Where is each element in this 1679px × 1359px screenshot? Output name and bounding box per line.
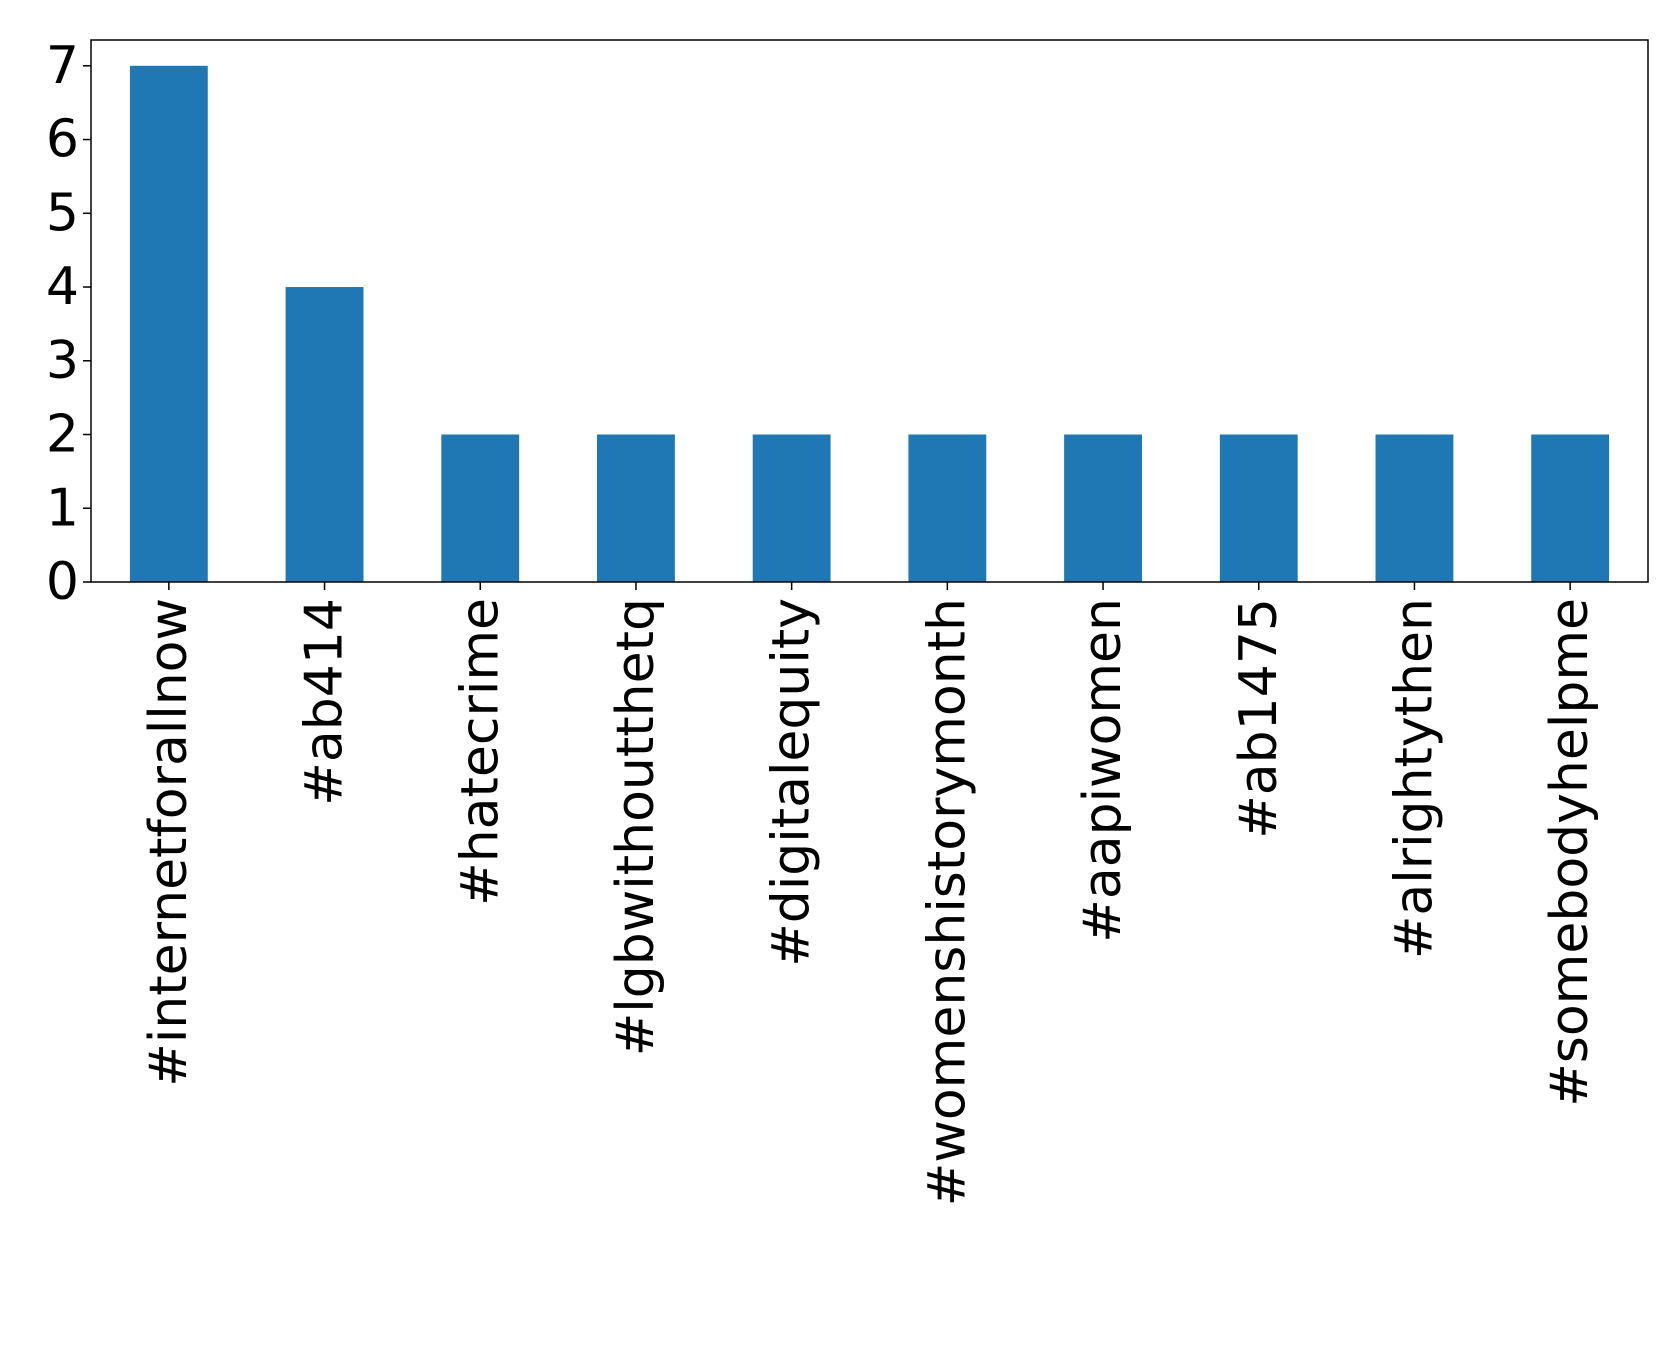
y-tick-label: 1 [46,478,79,538]
x-tick-label: #ab1475 [1229,598,1289,839]
x-tick-label: #somebodyhelpme [1540,598,1600,1107]
bar [1531,434,1610,582]
bar [1375,434,1454,582]
y-tick-label: 0 [46,552,79,612]
x-tick-label: #aapiwomen [1073,598,1133,943]
y-tick-label: 6 [46,110,79,170]
x-tick-label: #internetforallnow [139,598,199,1087]
y-tick-label: 4 [46,257,79,317]
bar [908,434,987,582]
bar [1219,434,1298,582]
plot-frame [90,39,1649,583]
x-tick-label: #womenshistorymonth [917,598,977,1206]
x-tick-label: #ab414 [295,598,355,806]
bar [597,434,675,582]
y-tick-label: 3 [46,331,79,391]
y-tick-label: 5 [46,183,79,243]
x-tick-label: #alrightythen [1384,598,1444,959]
bar [129,65,208,583]
x-tick-label: #digitalequity [762,598,822,967]
bar [1064,434,1142,582]
x-tick-label: #lgbwithoutthetq [606,598,666,1056]
bar [285,287,364,582]
x-tick-label: #hatecrime [450,598,510,906]
y-tick-label: 7 [46,36,79,96]
y-tick-label: 2 [46,405,79,465]
bar [441,434,520,582]
bar [752,434,831,582]
